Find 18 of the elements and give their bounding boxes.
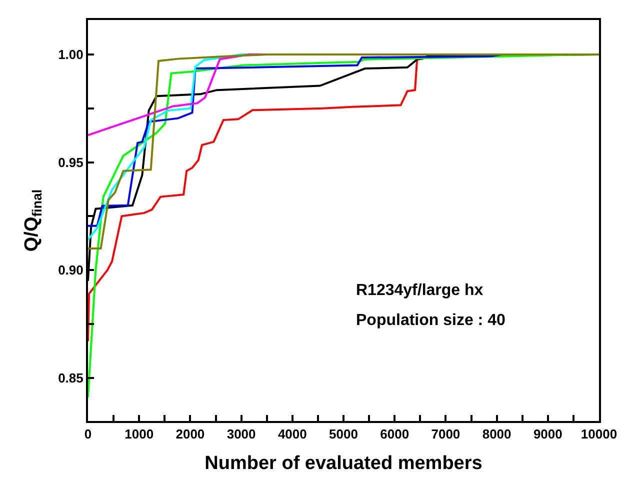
- x-tick-label: 3000: [226, 426, 256, 442]
- x-tick-label: 0: [84, 426, 92, 442]
- y-tick-label: 0.90: [58, 262, 84, 278]
- x-tick-label: 9000: [533, 426, 562, 442]
- y-tick-label: 1.00: [58, 47, 84, 62]
- x-axis-title: Number of evaluated members: [204, 452, 482, 474]
- x-tick-label: 2000: [176, 426, 205, 442]
- annotation: R1234yf/large hx: [356, 282, 484, 299]
- x-tick-label: 10000: [580, 426, 618, 442]
- x-tick-label: 6000: [380, 426, 410, 442]
- x-tick-label: 5000: [329, 426, 358, 442]
- x-tick-label: 8000: [482, 426, 512, 442]
- annotation: Population size : 40: [356, 312, 506, 329]
- x-tick-label: 1000: [124, 426, 154, 442]
- y-tick-label: 0.85: [58, 370, 84, 386]
- x-tick-label: 4000: [278, 426, 307, 442]
- x-tick-label: 7000: [431, 426, 460, 442]
- y-tick-label: 0.95: [58, 154, 84, 170]
